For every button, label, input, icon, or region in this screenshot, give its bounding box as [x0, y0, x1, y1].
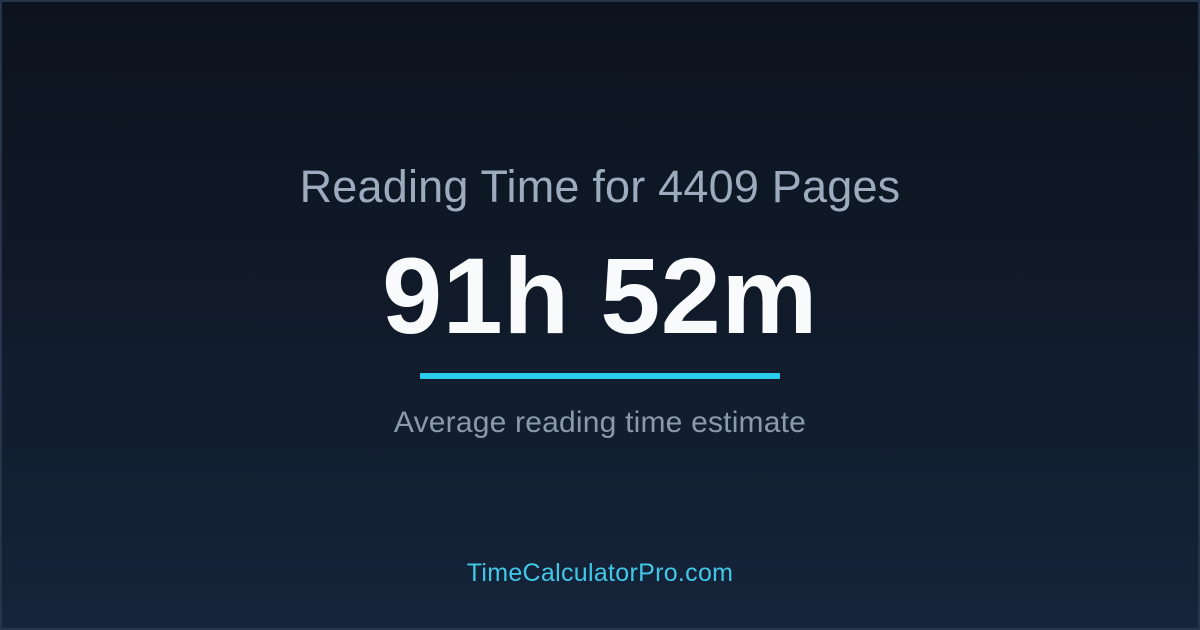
page-title: Reading Time for 4409 Pages	[299, 161, 901, 212]
site-name: TimeCalculatorPro.com	[466, 559, 734, 587]
reading-time-value: 91h 52m	[382, 235, 818, 356]
card-content: Reading Time for 4409 Pages 91h 52m Aver…	[2, 2, 1198, 441]
subtitle-text: Average reading time estimate	[393, 406, 807, 439]
accent-underline	[420, 373, 780, 379]
